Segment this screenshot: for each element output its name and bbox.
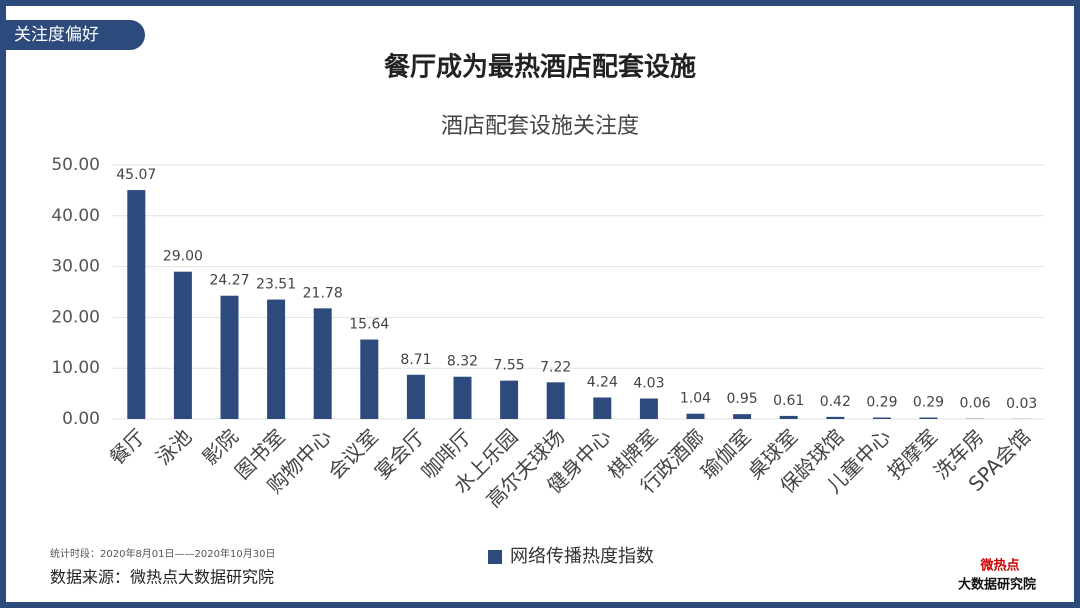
bar: [453, 376, 472, 419]
bar: [686, 413, 705, 419]
y-tick-label: 50.00: [51, 155, 100, 175]
bar: [313, 308, 332, 419]
bar: [593, 397, 612, 419]
value-label: 45.07: [116, 167, 156, 183]
value-label: 21.78: [303, 285, 343, 301]
value-label: 1.04: [680, 391, 711, 407]
value-label: 0.06: [960, 396, 991, 412]
value-label: 4.24: [587, 374, 618, 390]
value-label: 0.03: [1006, 396, 1037, 412]
value-label: 29.00: [163, 249, 203, 265]
value-label: 7.55: [494, 358, 525, 374]
bar: [546, 382, 565, 419]
value-label: 0.29: [913, 395, 944, 411]
tag: 关注度偏好: [14, 25, 99, 45]
y-tick-label: 0.00: [62, 409, 100, 429]
bar: [872, 417, 891, 419]
value-label: 0.95: [727, 391, 758, 407]
logo-bottom: 大数据研究院: [958, 577, 1036, 593]
bar: [826, 416, 845, 419]
legend-swatch: [488, 550, 502, 564]
value-label: 8.71: [400, 352, 431, 368]
bar: [779, 415, 798, 419]
value-label: 15.64: [349, 317, 389, 333]
bar: [733, 414, 752, 419]
bar: [919, 417, 938, 419]
headline: 餐厅成为最热酒店配套设施: [384, 52, 696, 83]
value-label: 0.42: [820, 394, 851, 410]
y-tick-label: 40.00: [51, 206, 100, 226]
value-label: 7.22: [540, 359, 571, 375]
chart-title: 酒店配套设施关注度: [441, 114, 639, 139]
value-label: 0.61: [773, 393, 804, 409]
bar: [406, 374, 425, 419]
value-label: 4.03: [633, 376, 664, 392]
source: 数据来源：微热点大数据研究院: [50, 568, 274, 587]
tag-bg: [6, 20, 145, 50]
value-label: 0.29: [866, 395, 897, 411]
period: 统计时段：2020年8月01日——2020年10月30日: [50, 547, 275, 560]
y-tick-label: 10.00: [51, 358, 100, 378]
logo-top: 微热点: [979, 558, 1019, 574]
value-label: 8.32: [447, 354, 478, 370]
legend-label: 网络传播热度指数: [510, 546, 654, 567]
bar: [127, 190, 146, 419]
bar: [220, 295, 239, 419]
y-tick-label: 20.00: [51, 307, 100, 327]
bar: [500, 380, 519, 419]
value-label: 24.27: [209, 273, 249, 289]
bar: [173, 271, 192, 419]
y-tick-label: 30.00: [51, 257, 100, 277]
bar: [360, 339, 379, 419]
bar: [639, 398, 658, 419]
value-label: 23.51: [256, 277, 296, 293]
bar: [267, 299, 286, 419]
